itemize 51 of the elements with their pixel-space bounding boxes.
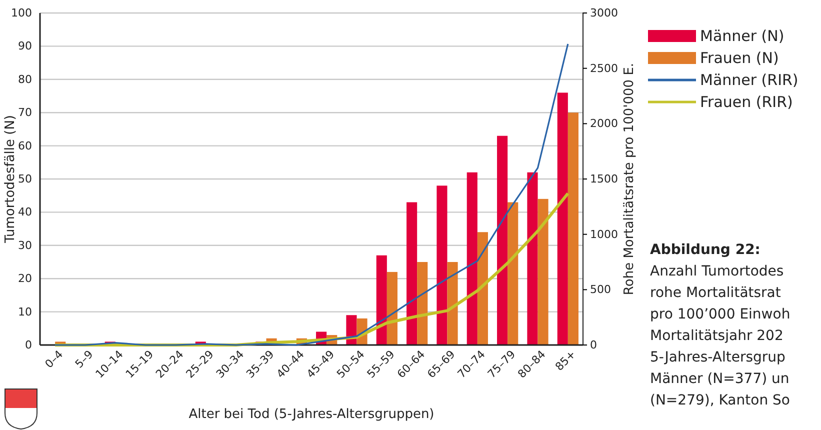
y2-axis-title: Rohe Mortalitätsrate pro 100'000 E.: [622, 62, 637, 296]
text: (N=279), Kanton So: [650, 392, 790, 408]
y-tick-label: 90: [18, 40, 32, 53]
line-series: [54, 43, 569, 346]
y-tick-label: 100: [11, 6, 32, 20]
y2-tick-label: 2000: [590, 117, 618, 130]
bar: [527, 172, 538, 345]
bar: [417, 262, 428, 345]
y2-tick-label: 1000: [590, 228, 618, 241]
text: 5-Jahres-Altersgrup: [650, 350, 786, 366]
x-tick-label: 5–9: [72, 348, 96, 371]
legend-label: Männer (N): [700, 27, 784, 45]
bar: [436, 186, 448, 345]
legend-label: Frauen (RIR): [700, 93, 793, 111]
bar: [557, 92, 568, 345]
text: Mortalitätsjahr 202: [650, 328, 784, 344]
y-tick-label: 30: [18, 238, 32, 252]
legend-label: Männer (RIR): [700, 71, 798, 89]
bar: [497, 136, 508, 345]
y2-tick-label: 500: [590, 283, 611, 296]
x-tick-label: 85+: [552, 348, 578, 374]
bar: [447, 262, 458, 345]
bar: [538, 198, 548, 345]
text: pro 100’000 Einwoh: [650, 306, 790, 322]
text: Männer (N=377) un: [650, 371, 790, 387]
x-axis-title: Alter bei Tod (5-Jahres-Altersgruppen): [188, 407, 434, 422]
y2-tick-label: 0: [590, 338, 597, 352]
text: Abbildung 22:: [650, 242, 760, 258]
y-tick-label: 20: [18, 272, 32, 286]
y-tick-label: 10: [18, 305, 32, 318]
y-axis-title: Tumortodesfälle (N): [3, 114, 18, 244]
bar: [466, 172, 478, 345]
y2-tick-label: 3000: [590, 6, 618, 20]
y-tick-label: 70: [18, 106, 32, 120]
text: rohe Mortalitätsrat: [650, 285, 782, 301]
y2-tick-label: 2500: [590, 62, 618, 75]
y2-tick-label: 1500: [590, 172, 618, 186]
bar: [568, 112, 578, 345]
bar: [376, 255, 387, 345]
legend-label: Frauen (N): [700, 49, 779, 67]
bar: [477, 232, 488, 345]
bar: [386, 272, 398, 345]
y-tick-label: 50: [18, 172, 32, 186]
bar: [508, 202, 518, 345]
y-tick-label: 40: [18, 206, 32, 219]
y-tick-label: 0: [25, 338, 32, 352]
y-tick-label: 80: [18, 72, 32, 86]
bar: [406, 202, 418, 345]
text: Anzahl Tumortodes: [650, 264, 784, 280]
x-tick-label: 0–4: [42, 348, 66, 371]
y-tick-label: 60: [18, 139, 32, 152]
